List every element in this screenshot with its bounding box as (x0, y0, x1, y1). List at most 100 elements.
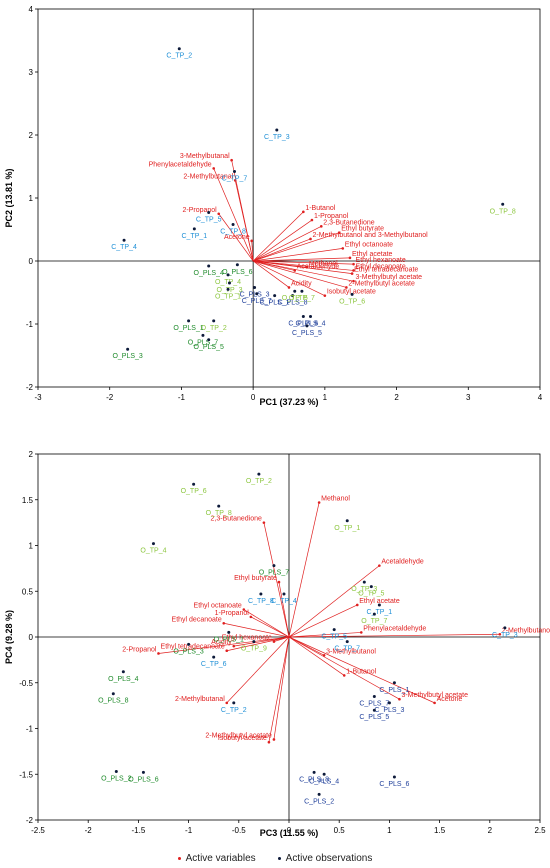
y-tick-label: 4 (29, 5, 34, 14)
observation-point (226, 273, 230, 277)
observation-point (309, 314, 313, 318)
variable-point (212, 167, 215, 170)
variable-point (250, 239, 254, 243)
variable-label: Ethyl decanoate (356, 263, 406, 270)
variable-label: Ethyl acetate (359, 598, 400, 605)
observation-point (273, 294, 277, 298)
variable-label: 3-Methylbutyl acetate (356, 274, 423, 281)
variable-label: 3-Methylbutanal (180, 153, 230, 160)
observation-label: O_PLS_7 (188, 339, 218, 346)
observation-point (322, 772, 326, 776)
variable-label: 2-Methylbutyl acetate (348, 280, 415, 287)
x-tick-label: -2.5 (31, 826, 45, 835)
x-tick-label: -0.5 (232, 826, 246, 835)
variable-vector (251, 240, 254, 262)
variable-vector (253, 232, 340, 262)
observation-label: O_PLS_6 (222, 269, 252, 276)
observation-point (305, 324, 309, 328)
observation-label: C_TP_3 (264, 134, 290, 141)
observation-label: O_TP_6 (181, 488, 207, 495)
observation-label: C_TP_7 (222, 176, 248, 183)
variable-label: 1-Propanol (314, 213, 349, 220)
observation-point (345, 519, 349, 523)
variable-point (232, 644, 236, 648)
observation-label: C_TP_3 (492, 632, 518, 639)
observation-point (301, 314, 305, 318)
observation-point (293, 289, 297, 293)
variable-point (287, 286, 291, 289)
observation-label: O_TP_4 (215, 279, 241, 286)
legend-label-observations: Active observations (285, 852, 373, 864)
x-tick-label: 0 (287, 826, 292, 835)
variable-point (217, 212, 221, 216)
observation-label: O_PLS_3 (112, 353, 142, 360)
variable-point (352, 269, 355, 272)
y-tick-label: 2 (29, 450, 34, 459)
observation-label: C_PLS_5 (359, 714, 389, 721)
variable-point (317, 501, 321, 504)
observation-point (255, 292, 259, 296)
observation-label: C_TP_1 (181, 233, 207, 240)
variable-point (309, 237, 312, 241)
observation-label: O_TP_4 (140, 548, 166, 555)
variable-label: Ethyl tetradecanoate (161, 644, 225, 651)
variable-label: Isobutyl acetate (327, 289, 376, 296)
variable-vector (243, 609, 290, 638)
x-tick-label: -1 (178, 393, 186, 402)
observation-label: C_TP_6 (201, 661, 227, 668)
observation-label: C_TP_5 (321, 634, 347, 641)
observation-point (282, 592, 286, 596)
observation-point (300, 289, 304, 293)
variable-point (433, 701, 436, 705)
variable-point (242, 608, 246, 611)
y-tick-label: -1 (26, 320, 34, 329)
legend: Active variables Active observations (0, 850, 550, 866)
variable-vector (226, 636, 290, 704)
observation-label: O_TP_7 (289, 295, 315, 302)
variable-vector (268, 636, 290, 743)
x-tick-label: 0 (251, 393, 256, 402)
observation-label: C_PLS_4 (296, 320, 326, 327)
observation-point (377, 603, 381, 607)
observation-point (235, 263, 239, 267)
y-tick-label: 1 (29, 542, 34, 551)
variable-vector (253, 248, 343, 262)
observation-point (501, 202, 505, 206)
x-tick-label: -2 (106, 393, 114, 402)
variable-vector (273, 636, 290, 642)
observation-label: O_PLS_7 (259, 570, 289, 577)
legend-marker-observations (277, 856, 281, 860)
variable-point (302, 210, 305, 214)
observation-label: O_PLS_4 (194, 270, 224, 277)
variable-point (352, 262, 355, 266)
variable-label: Ethyl hexanoate (356, 257, 406, 264)
variable-vector (253, 260, 347, 288)
variable-point (230, 158, 233, 162)
variable-point (233, 179, 237, 182)
y-tick-label: 3 (29, 68, 34, 77)
observation-label: C_TP_4 (111, 244, 137, 251)
variable-point (498, 632, 502, 636)
variable-vector (253, 260, 295, 271)
observation-label: O_TP_5 (282, 295, 308, 302)
legend-marker-variables (177, 856, 181, 860)
observation-label: O_TP_3 (216, 287, 242, 294)
observation-point (257, 472, 261, 476)
variable-label: 1-Butanol (346, 668, 376, 675)
variable-point (348, 256, 352, 260)
variable-vector (158, 636, 290, 654)
variable-label: 2-Methylbutanol and 3-Methylbutanol (502, 627, 550, 634)
y-tick-label: -1 (26, 725, 34, 734)
variable-point (352, 279, 355, 283)
observation-point (111, 692, 115, 696)
observation-label: O_PLS_4 (108, 676, 138, 683)
variable-point (398, 697, 401, 701)
x-tick-label: 1 (323, 393, 328, 402)
variable-vector (288, 636, 345, 676)
observation-point (392, 775, 396, 779)
observation-label: C_TP_2 (221, 707, 247, 714)
variable-label: Ethyl butyrate (341, 226, 384, 233)
y-tick-label: 1 (29, 194, 34, 203)
plot-frame (37, 8, 541, 388)
observation-label: C_PLS_8 (278, 300, 308, 307)
